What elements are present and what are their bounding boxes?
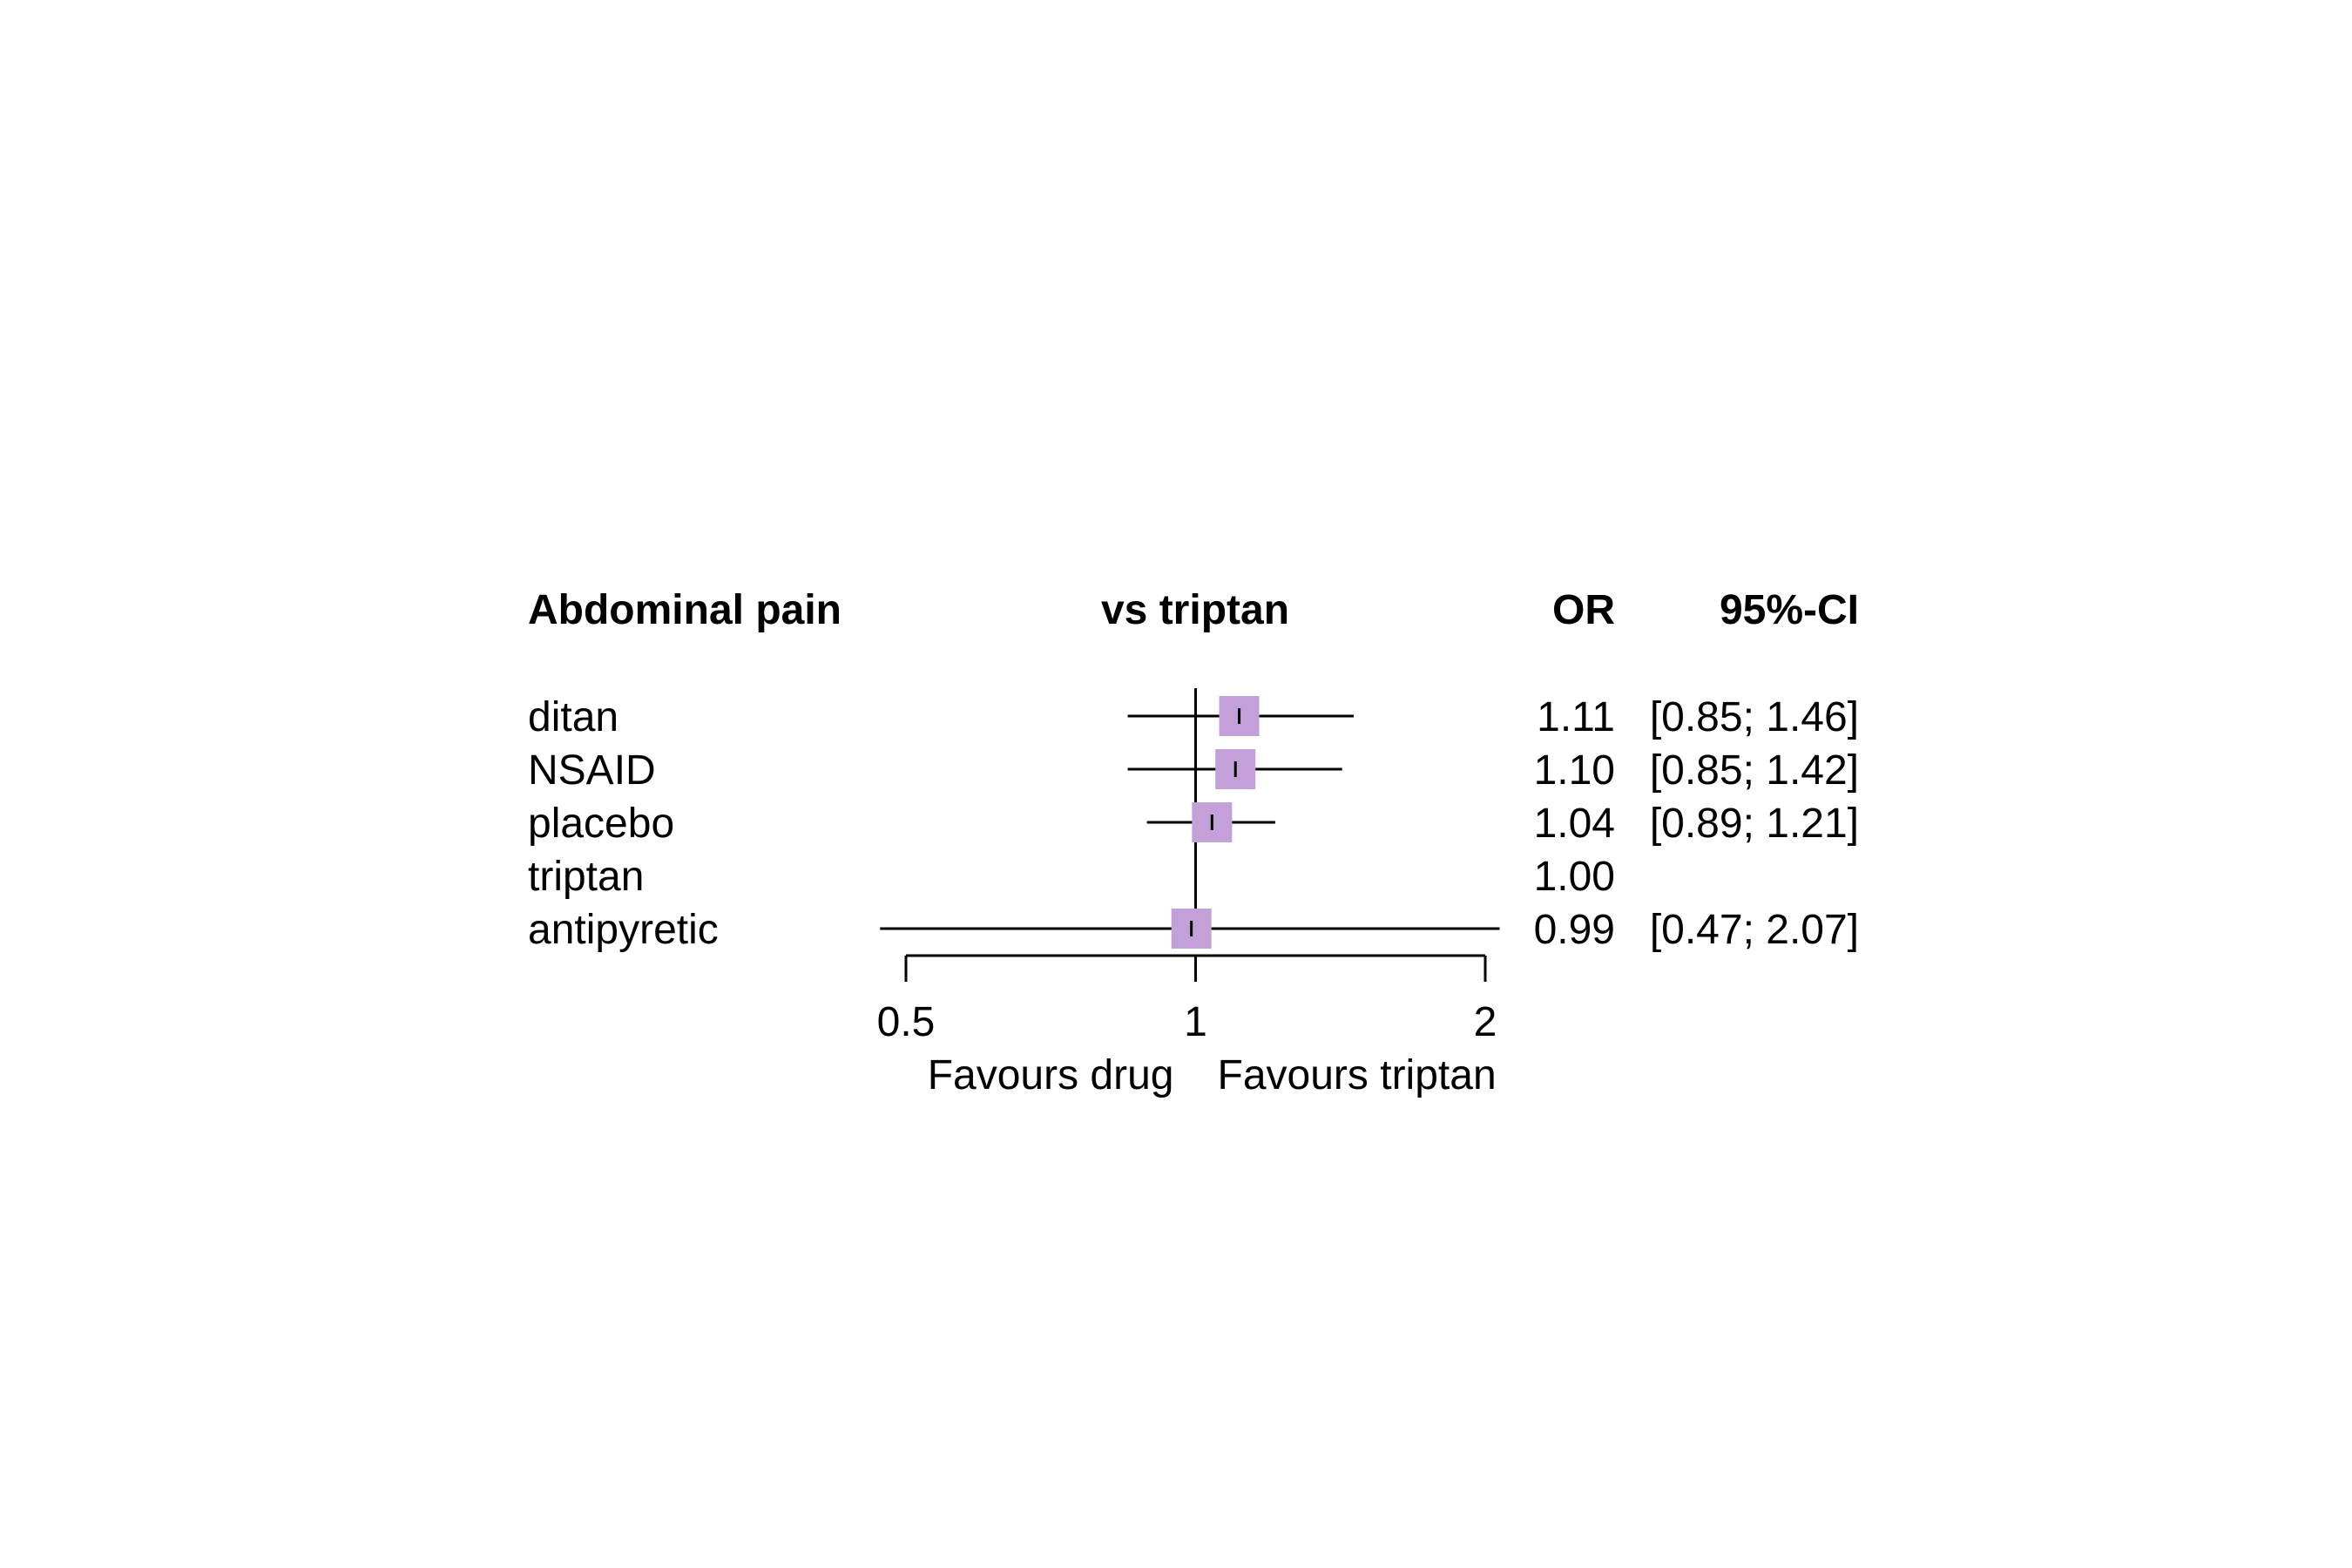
row-label: placebo: [528, 801, 674, 847]
or-value: 1.04: [1534, 801, 1615, 847]
or-value: 1.10: [1534, 747, 1615, 794]
favours-right-label: Favours triptan: [1218, 1052, 1497, 1098]
x-tick-label: 2: [1474, 999, 1497, 1045]
x-tick-label: 1: [1184, 999, 1207, 1045]
or-value: 1.11: [1537, 694, 1615, 740]
ci-value: [0.85; 1.42]: [1650, 747, 1859, 794]
or-value: 0.99: [1534, 907, 1615, 953]
header-row: Abdominal pain vs triptan OR 95%-CI: [528, 587, 1859, 633]
x-tick-label: 0.5: [877, 999, 936, 1045]
ci-value: [0.47; 2.07]: [1650, 907, 1859, 953]
favours-left-label: Favours drug: [928, 1052, 1174, 1098]
or-header: OR: [1552, 587, 1615, 633]
outcome-header: Abdominal pain: [528, 587, 841, 633]
row-label: triptan: [528, 854, 644, 900]
comparison-header: vs triptan: [1101, 587, 1289, 633]
ci-header: 95%-CI: [1720, 587, 1859, 633]
forest-rows: ditan 1.11 [0.85; 1.46] NSAID 1.10 [0.85; 1.4…: [528, 688, 1859, 953]
row-label: ditan: [528, 694, 618, 740]
row-label: antipyretic: [528, 907, 719, 953]
x-axis: 0.5 1 2 Favours drug Favours triptan: [877, 954, 1497, 1098]
ci-value: [0.85; 1.46]: [1650, 694, 1859, 740]
ci-value: [0.89; 1.21]: [1650, 801, 1859, 847]
row-label: NSAID: [528, 747, 656, 794]
or-value: 1.00: [1534, 854, 1615, 900]
